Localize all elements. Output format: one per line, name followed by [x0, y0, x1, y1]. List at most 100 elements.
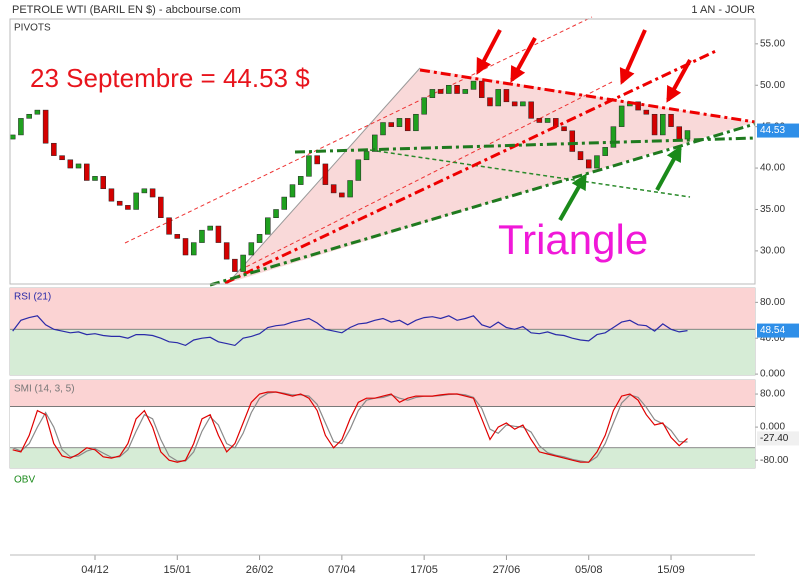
support-line	[369, 149, 691, 198]
y-tick-label: 50.00	[760, 80, 785, 91]
arrow	[666, 59, 692, 103]
x-tick-label: 05/08	[575, 564, 603, 576]
candle	[487, 97, 493, 107]
candle	[158, 196, 164, 218]
resistance-line	[419, 68, 756, 124]
y-tick-label: 40.00	[760, 333, 785, 344]
x-tick-label: 17/05	[410, 564, 438, 576]
arrow	[619, 29, 647, 85]
y-tick-label: 40.00	[760, 163, 785, 174]
zone-band	[10, 288, 755, 330]
candle	[207, 225, 213, 231]
y-tick-label: 30.00	[760, 246, 785, 257]
zone-band	[10, 406, 755, 448]
last-value: -27.40	[760, 433, 789, 444]
arrow	[655, 145, 682, 191]
candle	[380, 122, 386, 136]
candle	[561, 126, 567, 132]
candle	[511, 101, 518, 107]
annotation: Triangle	[498, 216, 648, 263]
candle	[67, 159, 74, 169]
candle	[544, 118, 551, 123]
last-value-box	[757, 431, 799, 446]
chart-title: PETROLE WTI (BARIL EN $) - abcbourse.com	[12, 4, 241, 16]
candle	[479, 80, 485, 98]
y-tick-label: -80.00	[760, 455, 789, 466]
y-tick-label: 0.000	[760, 422, 785, 433]
indicator-line	[12, 315, 688, 347]
candle	[536, 118, 543, 123]
candle	[503, 89, 510, 103]
candle	[421, 97, 427, 115]
annotation: 23 Septembre = 44.53 $	[30, 63, 310, 93]
candle	[133, 192, 139, 210]
candle	[660, 113, 666, 136]
candle	[355, 159, 362, 181]
candle	[297, 176, 304, 185]
panel-title: RSI (21)	[14, 292, 51, 303]
candle	[34, 109, 41, 115]
candle	[594, 155, 600, 169]
y-tick-label: 80.00	[760, 389, 785, 400]
channel-line	[124, 16, 593, 244]
candle	[577, 151, 584, 161]
candle	[174, 234, 181, 239]
candle	[363, 151, 370, 161]
pivots-label: PIVOTS	[14, 23, 51, 34]
candle	[314, 155, 320, 165]
resistance-line	[224, 48, 719, 285]
x-tick-label: 15/09	[657, 564, 685, 576]
candle	[256, 234, 263, 243]
arrow	[558, 173, 587, 221]
candle	[520, 101, 526, 107]
candle	[100, 176, 106, 190]
last-value-box	[757, 323, 799, 338]
candle	[684, 130, 691, 140]
candle	[569, 130, 576, 152]
candle	[306, 155, 312, 177]
candle	[454, 85, 460, 94]
candle	[585, 159, 592, 169]
candle	[75, 163, 82, 169]
candle	[199, 229, 205, 243]
candle	[635, 101, 641, 111]
support-line	[294, 136, 756, 154]
candle	[643, 109, 650, 115]
zone-band	[10, 380, 755, 407]
candle	[668, 113, 674, 127]
candle	[182, 238, 189, 256]
candle	[51, 142, 57, 156]
candle	[240, 254, 246, 272]
arrow	[510, 37, 537, 83]
candle	[651, 113, 658, 136]
indicator-line	[12, 391, 688, 463]
candle	[437, 89, 444, 94]
candle	[108, 188, 115, 202]
candle	[610, 126, 617, 148]
candle	[495, 89, 501, 107]
candle	[232, 258, 238, 272]
arrow	[476, 29, 502, 75]
y-tick-label: 0.000	[760, 369, 785, 380]
candle	[413, 113, 419, 132]
x-tick-label: 15/01	[164, 564, 192, 576]
candle	[676, 126, 682, 140]
y-tick-label: 55.00	[760, 38, 785, 49]
candle	[9, 134, 16, 140]
candle	[273, 209, 279, 218]
trend-overlay	[209, 29, 756, 287]
candle	[330, 184, 337, 194]
candle	[322, 163, 329, 185]
obv-label: OBV	[14, 475, 35, 486]
candle	[59, 155, 65, 161]
candle	[388, 122, 394, 127]
candle	[470, 80, 477, 90]
candle	[347, 180, 353, 198]
candle	[149, 188, 156, 198]
indicator-line	[12, 391, 688, 463]
candle	[166, 217, 172, 235]
candle	[339, 192, 345, 198]
candle	[215, 225, 222, 243]
candle	[265, 217, 271, 235]
